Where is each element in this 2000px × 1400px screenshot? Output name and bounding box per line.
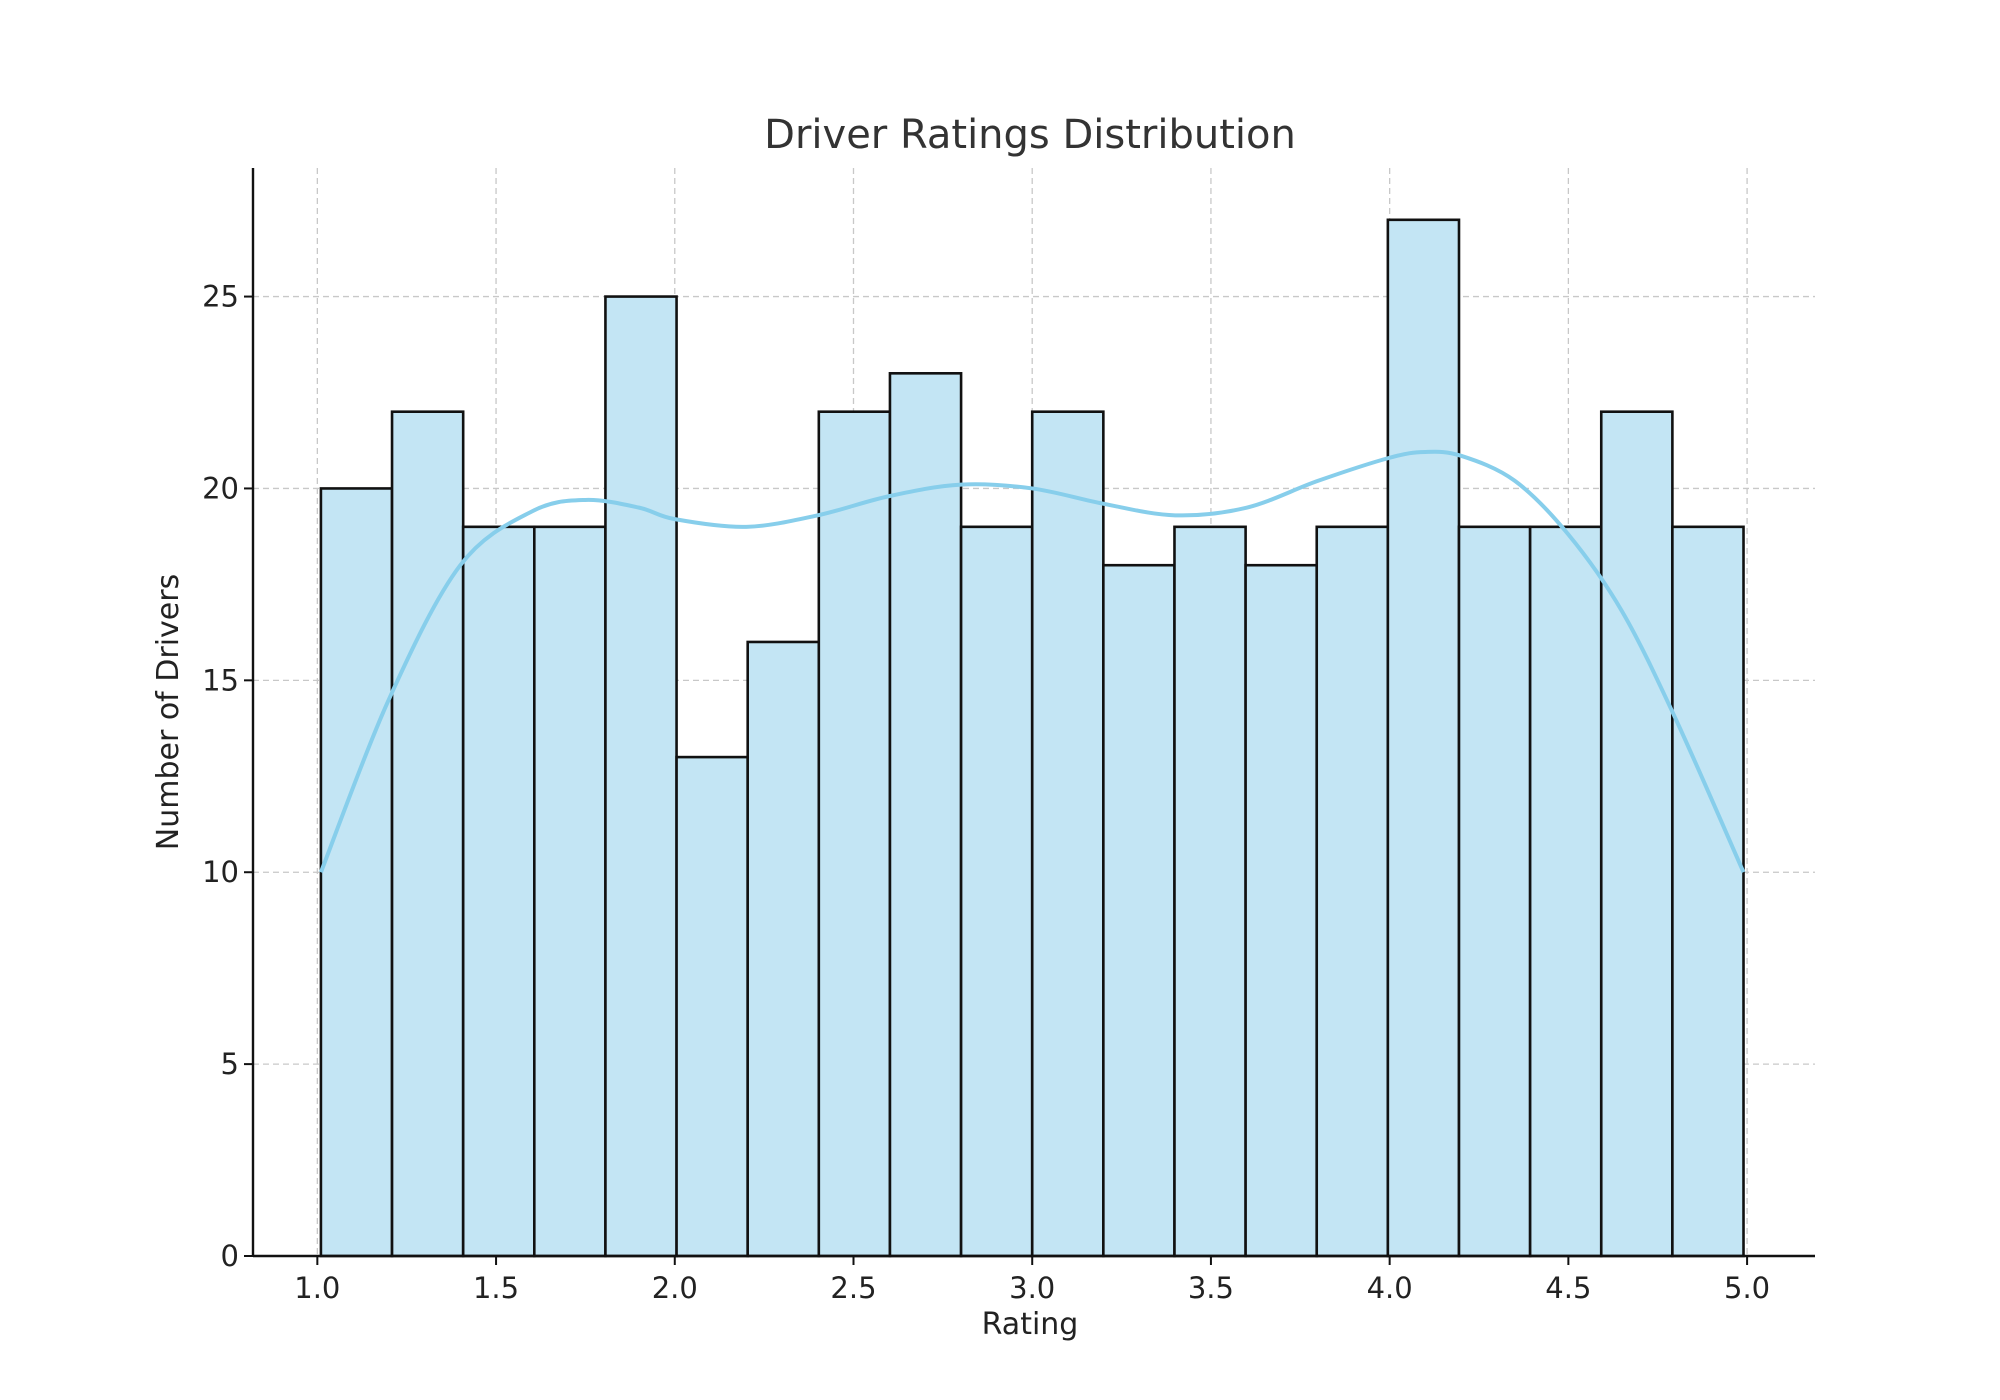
chart-title: Driver Ratings Distribution <box>764 112 1296 158</box>
histogram-bar <box>319 487 394 1258</box>
histogram-bar <box>1030 410 1105 1258</box>
bars-layer <box>319 218 1745 1258</box>
x-tick-label: 1.5 <box>473 1271 519 1305</box>
x-tick-label: 1.0 <box>294 1271 340 1305</box>
x-tick-label: 2.0 <box>652 1271 698 1305</box>
kde-layer <box>319 449 1746 874</box>
histogram-bar <box>1671 525 1745 1258</box>
x-tick-label: 5.0 <box>1724 1271 1770 1305</box>
y-axis-label: Number of Drivers <box>151 574 186 850</box>
histogram-bar <box>604 295 678 1258</box>
histogram-bar <box>959 525 1034 1258</box>
histogram-bar <box>675 755 749 1258</box>
y-tick-label: 10 <box>202 855 239 889</box>
y-tick-label: 15 <box>202 663 239 697</box>
x-tick-label: 3.5 <box>1188 1271 1234 1305</box>
histogram-bar <box>1386 218 1461 1258</box>
axes-layer <box>251 168 1815 1258</box>
histogram-bar <box>817 410 892 1258</box>
histogram-bar <box>1315 525 1390 1258</box>
histogram-bar <box>1599 410 1674 1258</box>
histogram-bar <box>1528 525 1603 1258</box>
histogram-bar <box>1457 525 1532 1258</box>
ticks-layer: 1.0 1.5 2.0 2.5 3.0 3.5 4.0 4.5 5.0 0 5 10 15 20 25 <box>202 280 1770 1305</box>
x-tick-label: 4.5 <box>1545 1271 1591 1305</box>
histogram-bar <box>746 640 821 1258</box>
y-tick-label: 0 <box>221 1239 239 1273</box>
histogram-bar <box>1102 563 1176 1258</box>
x-tick-label: 3.0 <box>1009 1271 1055 1305</box>
kde-line <box>319 449 1746 874</box>
x-tick-label: 2.5 <box>830 1271 876 1305</box>
y-tick-label: 20 <box>202 471 239 505</box>
x-axis-label: Rating <box>982 1307 1079 1342</box>
histogram-bar <box>390 410 465 1258</box>
histogram-bar <box>533 525 607 1258</box>
y-tick-label: 25 <box>202 280 239 314</box>
histogram-bar <box>1173 525 1247 1258</box>
histogram-bar <box>461 525 536 1258</box>
histogram-bar <box>1244 563 1319 1258</box>
histogram-bar <box>888 372 963 1258</box>
x-tick-label: 4.0 <box>1367 1271 1413 1305</box>
y-tick-label: 5 <box>221 1047 239 1081</box>
